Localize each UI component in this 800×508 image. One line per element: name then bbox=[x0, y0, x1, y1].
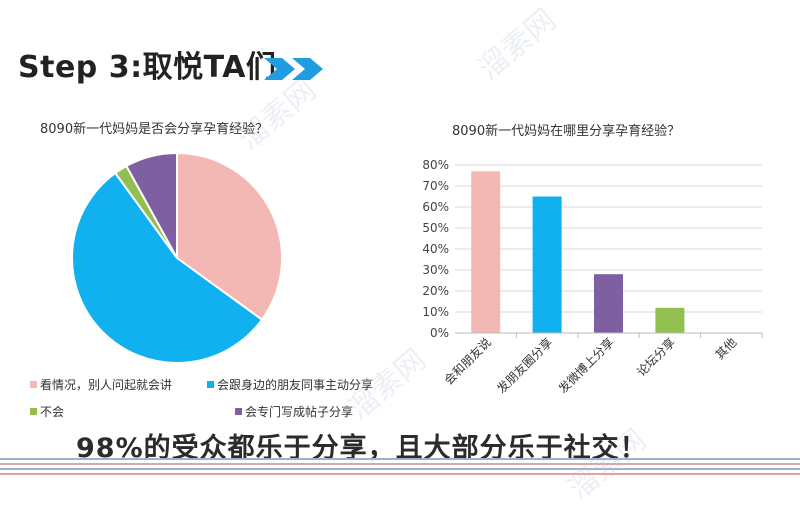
pie-chart-title: 8090新一代妈妈是否会分享孕育经验？ bbox=[40, 122, 269, 137]
y-tick-label: 30% bbox=[422, 263, 449, 277]
pie-slice-0 bbox=[176, 151, 283, 322]
y-tick-label: 40% bbox=[422, 242, 449, 256]
footer-stripes bbox=[0, 458, 800, 478]
page-title: Step 3:取悦TA们 bbox=[18, 50, 277, 85]
x-tick-label: 会和朋友说 bbox=[441, 335, 494, 388]
y-tick-label: 60% bbox=[422, 200, 449, 214]
legend-swatch bbox=[207, 381, 214, 388]
double-chevron-icon bbox=[264, 58, 323, 80]
pie-slice-1 bbox=[71, 171, 264, 364]
legend-swatch bbox=[30, 381, 37, 388]
bar-1 bbox=[532, 196, 562, 333]
legend-item: 会专门写成帖子分享 bbox=[235, 403, 353, 420]
legend-item: 看情况，别人问起就会讲 bbox=[30, 376, 172, 393]
y-tick-label: 80% bbox=[422, 158, 449, 172]
y-tick-label: 0% bbox=[430, 326, 449, 340]
y-tick-label: 10% bbox=[422, 305, 449, 319]
legend-item: 会跟身边的朋友同事主动分享 bbox=[207, 376, 373, 393]
y-tick-label: 20% bbox=[422, 284, 449, 298]
bar-3 bbox=[655, 307, 685, 333]
y-tick-label: 50% bbox=[422, 221, 449, 235]
bar-0 bbox=[471, 171, 501, 333]
legend-swatch bbox=[30, 408, 37, 415]
x-tick-label: 论坛分享 bbox=[633, 335, 678, 380]
legend-label: 会专门写成帖子分享 bbox=[245, 405, 354, 419]
legend-label: 看情况，别人问起就会讲 bbox=[40, 378, 173, 392]
x-tick-label: 发朋友圈分享 bbox=[494, 335, 556, 397]
x-tick-label: 其他 bbox=[713, 335, 740, 362]
bar-2 bbox=[594, 274, 623, 333]
pie-slice-3 bbox=[125, 151, 178, 259]
legend-item: 不会 bbox=[30, 403, 64, 420]
bar-chart-title: 8090新一代妈妈在哪里分享孕育经验？ bbox=[452, 124, 681, 139]
legend-swatch bbox=[235, 408, 242, 415]
y-tick-label: 70% bbox=[422, 179, 449, 193]
legend-label: 不会 bbox=[40, 405, 65, 419]
x-tick-label: 发微博上分享 bbox=[555, 335, 617, 397]
legend-label: 会跟身边的朋友同事主动分享 bbox=[217, 378, 374, 392]
